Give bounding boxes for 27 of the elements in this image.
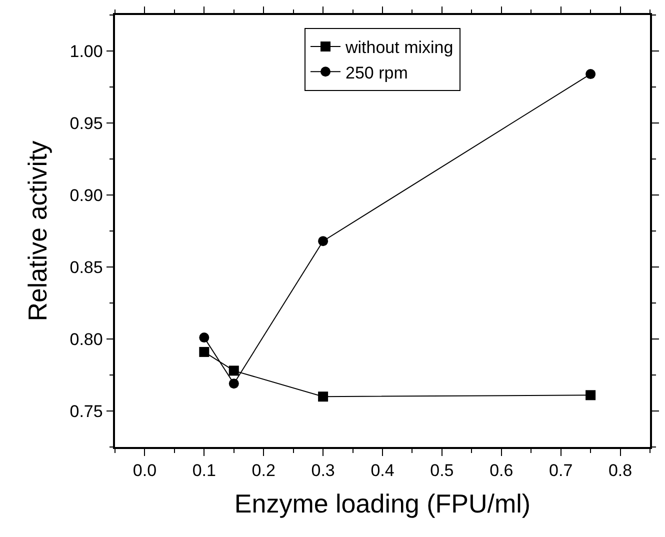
x-tick-label: 0.6	[490, 461, 514, 480]
y-tick-label: 1.00	[70, 42, 103, 61]
x-tick-label: 0.4	[370, 461, 394, 480]
x-tick-label: 0.5	[430, 461, 454, 480]
x-tick-label: 0.1	[192, 461, 216, 480]
x-tick-label: 0.3	[311, 461, 335, 480]
x-tick-label: 0.7	[549, 461, 573, 480]
legend-label: without mixing	[344, 38, 454, 58]
y-tick-label: 0.85	[70, 258, 103, 277]
y-tick-label: 0.95	[70, 114, 103, 133]
point	[228, 378, 239, 389]
point	[318, 236, 328, 246]
point	[199, 332, 210, 343]
y-tick-label: 0.80	[70, 330, 103, 349]
x-tick-label: 0.8	[608, 461, 632, 480]
x-axis-title: Enzyme loading (FPU/ml)	[234, 488, 531, 518]
point	[199, 346, 210, 357]
point	[586, 69, 596, 80]
legend-label: 250 rpm	[346, 63, 408, 82]
y-tick-label: 0.90	[70, 186, 103, 205]
y-tick-label: 0.75	[70, 402, 103, 421]
point	[318, 392, 328, 402]
y-axis-title: Relative activity	[22, 140, 53, 322]
x-tick-label: 0.2	[252, 461, 276, 480]
point	[586, 390, 596, 400]
x-tick-label: 0.0	[132, 461, 157, 480]
point	[228, 366, 239, 376]
